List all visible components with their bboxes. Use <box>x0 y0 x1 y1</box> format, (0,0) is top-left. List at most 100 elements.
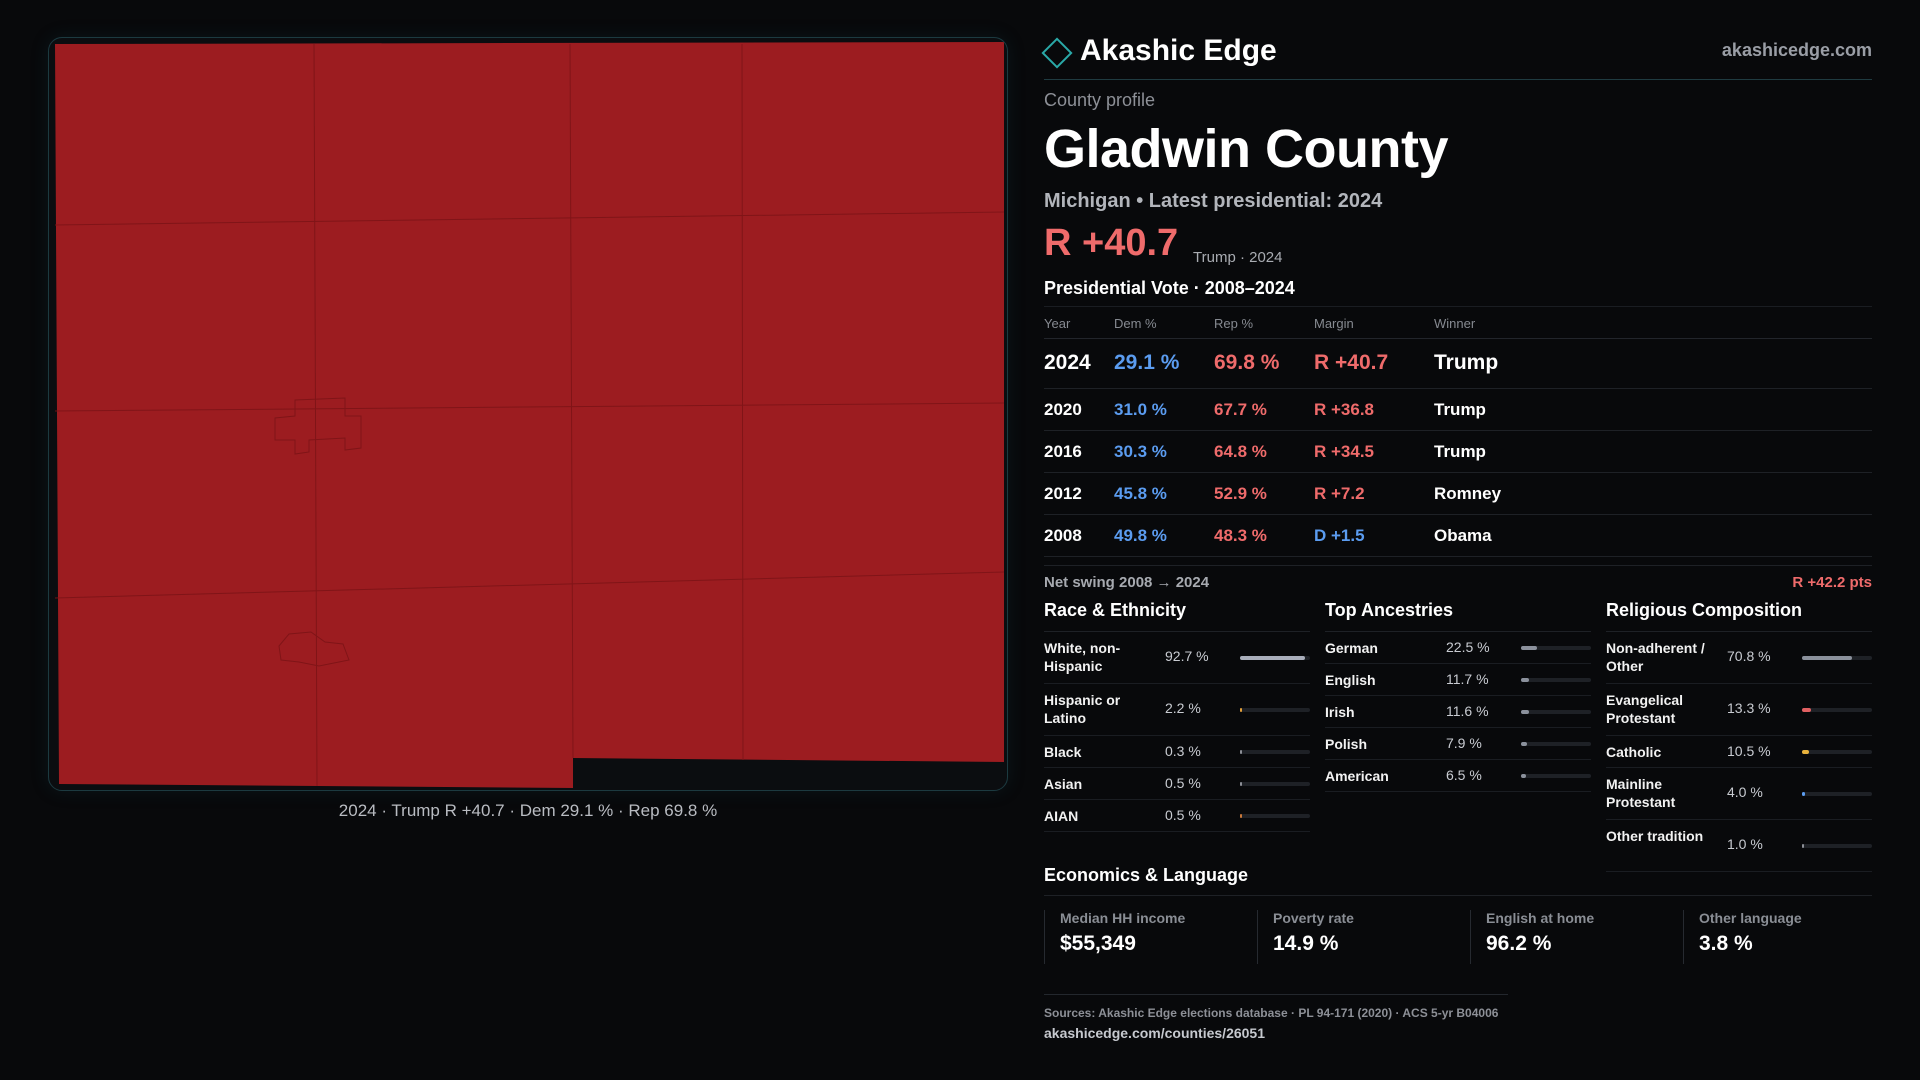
headline-margin: R +40.7 <box>1044 222 1179 264</box>
econ-card-value: 14.9 % <box>1273 932 1339 955</box>
vote-year: 2012 <box>1044 484 1082 503</box>
econ-card-income: Median HH income $55,349 <box>1044 910 1244 964</box>
vote-dem-pct: 29.1 % <box>1114 351 1180 374</box>
stat-bar-fill <box>1802 656 1852 660</box>
vote-row: 2024 29.1 % 69.8 % R +40.7 Trump <box>1044 339 1872 389</box>
stat-bar-track <box>1521 710 1591 714</box>
stat-bar-fill <box>1240 814 1242 818</box>
stat-row: Other tradition 1.0 % <box>1606 820 1872 872</box>
stat-bar-track <box>1802 792 1872 796</box>
vote-dem-pct: 31.0 % <box>1114 400 1167 419</box>
stat-bar-track <box>1240 750 1310 754</box>
stat-value: 2.2 % <box>1165 700 1201 716</box>
brand-url[interactable]: akashicedge.com <box>1721 40 1872 60</box>
stat-value: 13.3 % <box>1727 700 1771 716</box>
vote-row: 2020 31.0 % 67.7 % R +36.8 Trump <box>1044 389 1872 431</box>
econ-card-label: Other language <box>1699 910 1802 926</box>
religion-section: Religious Composition Non-adherent / Oth… <box>1606 600 1872 872</box>
stat-label: Black <box>1044 744 1082 760</box>
source-url-link[interactable]: akashicedge.com/counties/26051 <box>1044 1025 1265 1041</box>
col-year: Year <box>1044 316 1071 331</box>
vote-winner: Trump <box>1434 400 1486 419</box>
stat-row: Polish 7.9 % <box>1325 728 1591 760</box>
ancestries-section: Top Ancestries German 22.5 % English 11.7 %… <box>1325 600 1591 792</box>
township-lines <box>54 43 1005 787</box>
vote-year: 2020 <box>1044 400 1082 419</box>
stat-row: Mainline Protestant 4.0 % <box>1606 768 1872 820</box>
net-swing: Net swing 2008 → 2024 R +42.2 pts <box>1044 565 1872 595</box>
econ-card-label: Poverty rate <box>1273 910 1354 926</box>
vote-rep-pct: 52.9 % <box>1214 484 1267 503</box>
map-caption: 2024 · Trump R +40.7 · Dem 29.1 % · Rep … <box>338 801 718 820</box>
vote-row: 2016 30.3 % 64.8 % R +34.5 Trump <box>1044 431 1872 473</box>
econ-card-english: English at home 96.2 % <box>1470 910 1670 964</box>
stat-value: 7.9 % <box>1446 735 1482 751</box>
stat-bar-fill <box>1240 750 1242 754</box>
stat-bar-fill <box>1240 782 1242 786</box>
net-swing-label: Net swing 2008 → 2024 <box>1044 574 1210 591</box>
vote-year: 2008 <box>1044 526 1082 545</box>
stat-row: English 11.7 % <box>1325 664 1591 696</box>
stat-bar-fill <box>1802 792 1805 796</box>
vote-margin: R +40.7 <box>1314 351 1389 374</box>
stat-bar-fill <box>1802 750 1810 754</box>
econ-card-value: 3.8 % <box>1699 932 1753 955</box>
stat-label: Polish <box>1325 736 1368 752</box>
stat-bar-fill <box>1240 656 1305 660</box>
vote-winner: Trump <box>1434 442 1486 461</box>
vote-row: 2012 45.8 % 52.9 % R +7.2 Romney <box>1044 473 1872 515</box>
vote-table-body: 2024 29.1 % 69.8 % R +40.7 Trump 2020 31.0 % 67… <box>1044 339 1872 557</box>
sources-divider <box>1044 994 1508 995</box>
econ-card-poverty: Poverty rate 14.9 % <box>1257 910 1457 964</box>
stat-bar-fill <box>1802 844 1804 848</box>
ancestries-list: German 22.5 % English 11.7 % Irish 11.6 % Poli… <box>1325 632 1591 792</box>
county-map-svg <box>54 42 1005 788</box>
stat-label: Irish <box>1325 704 1355 720</box>
stat-row: Irish 11.6 % <box>1325 696 1591 728</box>
stat-value: 0.5 % <box>1165 775 1201 791</box>
stat-row: Evangelical Protestant 13.3 % <box>1606 684 1872 736</box>
vote-rep-pct: 64.8 % <box>1214 442 1267 461</box>
page-title: Gladwin County <box>1044 119 1449 179</box>
stat-bar-track <box>1240 782 1310 786</box>
stat-label: Hispanic or Latino <box>1044 692 1121 726</box>
stat-row: German 22.5 % <box>1325 632 1591 664</box>
race-ethnicity-section: Race & Ethnicity White, non-Hispanic 92.7… <box>1044 600 1310 832</box>
econ-card-label: English at home <box>1486 910 1595 926</box>
stat-value: 0.3 % <box>1165 743 1201 759</box>
stat-value: 6.5 % <box>1446 767 1482 783</box>
stat-label: American <box>1325 768 1389 784</box>
stat-label: Non-adherent / Other <box>1606 640 1705 674</box>
stat-bar-track <box>1240 656 1310 660</box>
stat-bar-fill <box>1802 708 1812 712</box>
stat-bar-track <box>1240 814 1310 818</box>
stat-label: Evangelical Protestant <box>1606 692 1684 726</box>
vote-year: 2016 <box>1044 442 1082 461</box>
stat-value: 1.0 % <box>1727 836 1763 852</box>
stat-value: 92.7 % <box>1165 648 1209 664</box>
ancestries-title: Top Ancestries <box>1325 600 1591 632</box>
brand-name[interactable]: Akashic Edge <box>1080 34 1277 67</box>
vote-winner: Romney <box>1434 484 1502 503</box>
vote-rep-pct: 67.7 % <box>1214 400 1267 419</box>
stat-bar-fill <box>1521 742 1527 746</box>
vote-margin: R +36.8 <box>1314 400 1375 419</box>
vote-margin: R +7.2 <box>1314 484 1365 503</box>
vote-dem-pct: 30.3 % <box>1114 442 1167 461</box>
stat-label: Catholic <box>1606 744 1662 760</box>
stat-row: Non-adherent / Other 70.8 % <box>1606 632 1872 684</box>
headline-margin-note: Trump · 2024 <box>1193 249 1283 266</box>
vote-winner: Trump <box>1434 351 1499 374</box>
eyebrow: County profile <box>1044 90 1156 110</box>
stat-bar-track <box>1802 708 1872 712</box>
vote-year: 2024 <box>1044 351 1091 374</box>
vote-row: 2008 49.8 % 48.3 % D +1.5 Obama <box>1044 515 1872 557</box>
vote-rep-pct: 48.3 % <box>1214 526 1267 545</box>
stat-label: White, non-Hispanic <box>1044 640 1121 674</box>
net-swing-value: R +42.2 pts <box>1792 574 1872 591</box>
stat-bar-fill <box>1521 678 1530 682</box>
county-shape[interactable] <box>55 42 1004 788</box>
stat-value: 10.5 % <box>1727 743 1771 759</box>
stat-bar-track <box>1802 656 1872 660</box>
religion-title: Religious Composition <box>1606 600 1872 632</box>
